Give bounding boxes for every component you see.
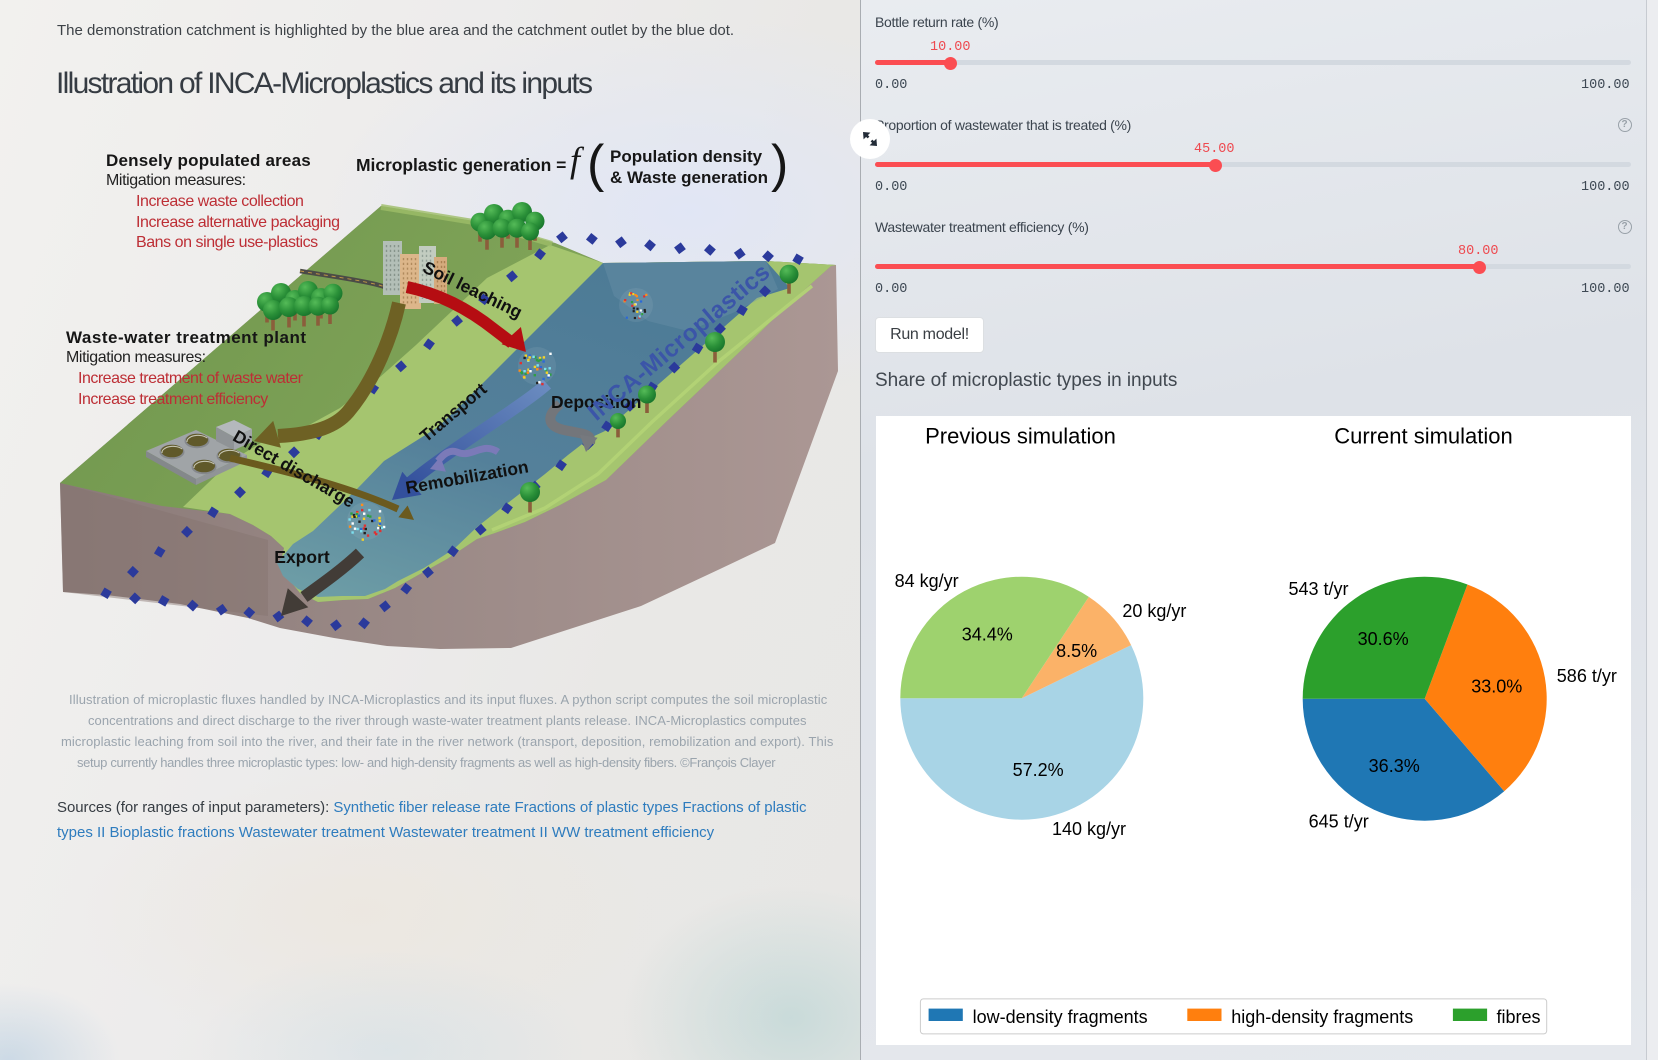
svg-text:57.2%: 57.2% <box>1013 760 1064 780</box>
svg-text:36.3%: 36.3% <box>1369 756 1420 776</box>
svg-text:Current simulation: Current simulation <box>1334 424 1513 449</box>
svg-text:645 t/yr: 645 t/yr <box>1309 811 1369 831</box>
svg-text:34.4%: 34.4% <box>962 625 1013 645</box>
svg-text:low-density fragments: low-density fragments <box>973 1007 1148 1027</box>
svg-text:fibres: fibres <box>1497 1007 1541 1027</box>
svg-text:Deposition: Deposition <box>551 392 641 412</box>
svg-text:Export: Export <box>274 547 330 567</box>
svg-text:140 kg/yr: 140 kg/yr <box>1052 819 1126 839</box>
svg-text:33.0%: 33.0% <box>1471 677 1522 697</box>
svg-text:84 kg/yr: 84 kg/yr <box>895 571 959 591</box>
svg-text:20 kg/yr: 20 kg/yr <box>1122 601 1186 621</box>
svg-text:high-density fragments: high-density fragments <box>1231 1007 1413 1027</box>
svg-text:Previous simulation: Previous simulation <box>925 424 1116 449</box>
svg-text:586 t/yr: 586 t/yr <box>1557 666 1617 686</box>
svg-text:8.5%: 8.5% <box>1056 641 1097 661</box>
svg-text:30.6%: 30.6% <box>1358 629 1409 649</box>
svg-text:543 t/yr: 543 t/yr <box>1288 579 1348 599</box>
